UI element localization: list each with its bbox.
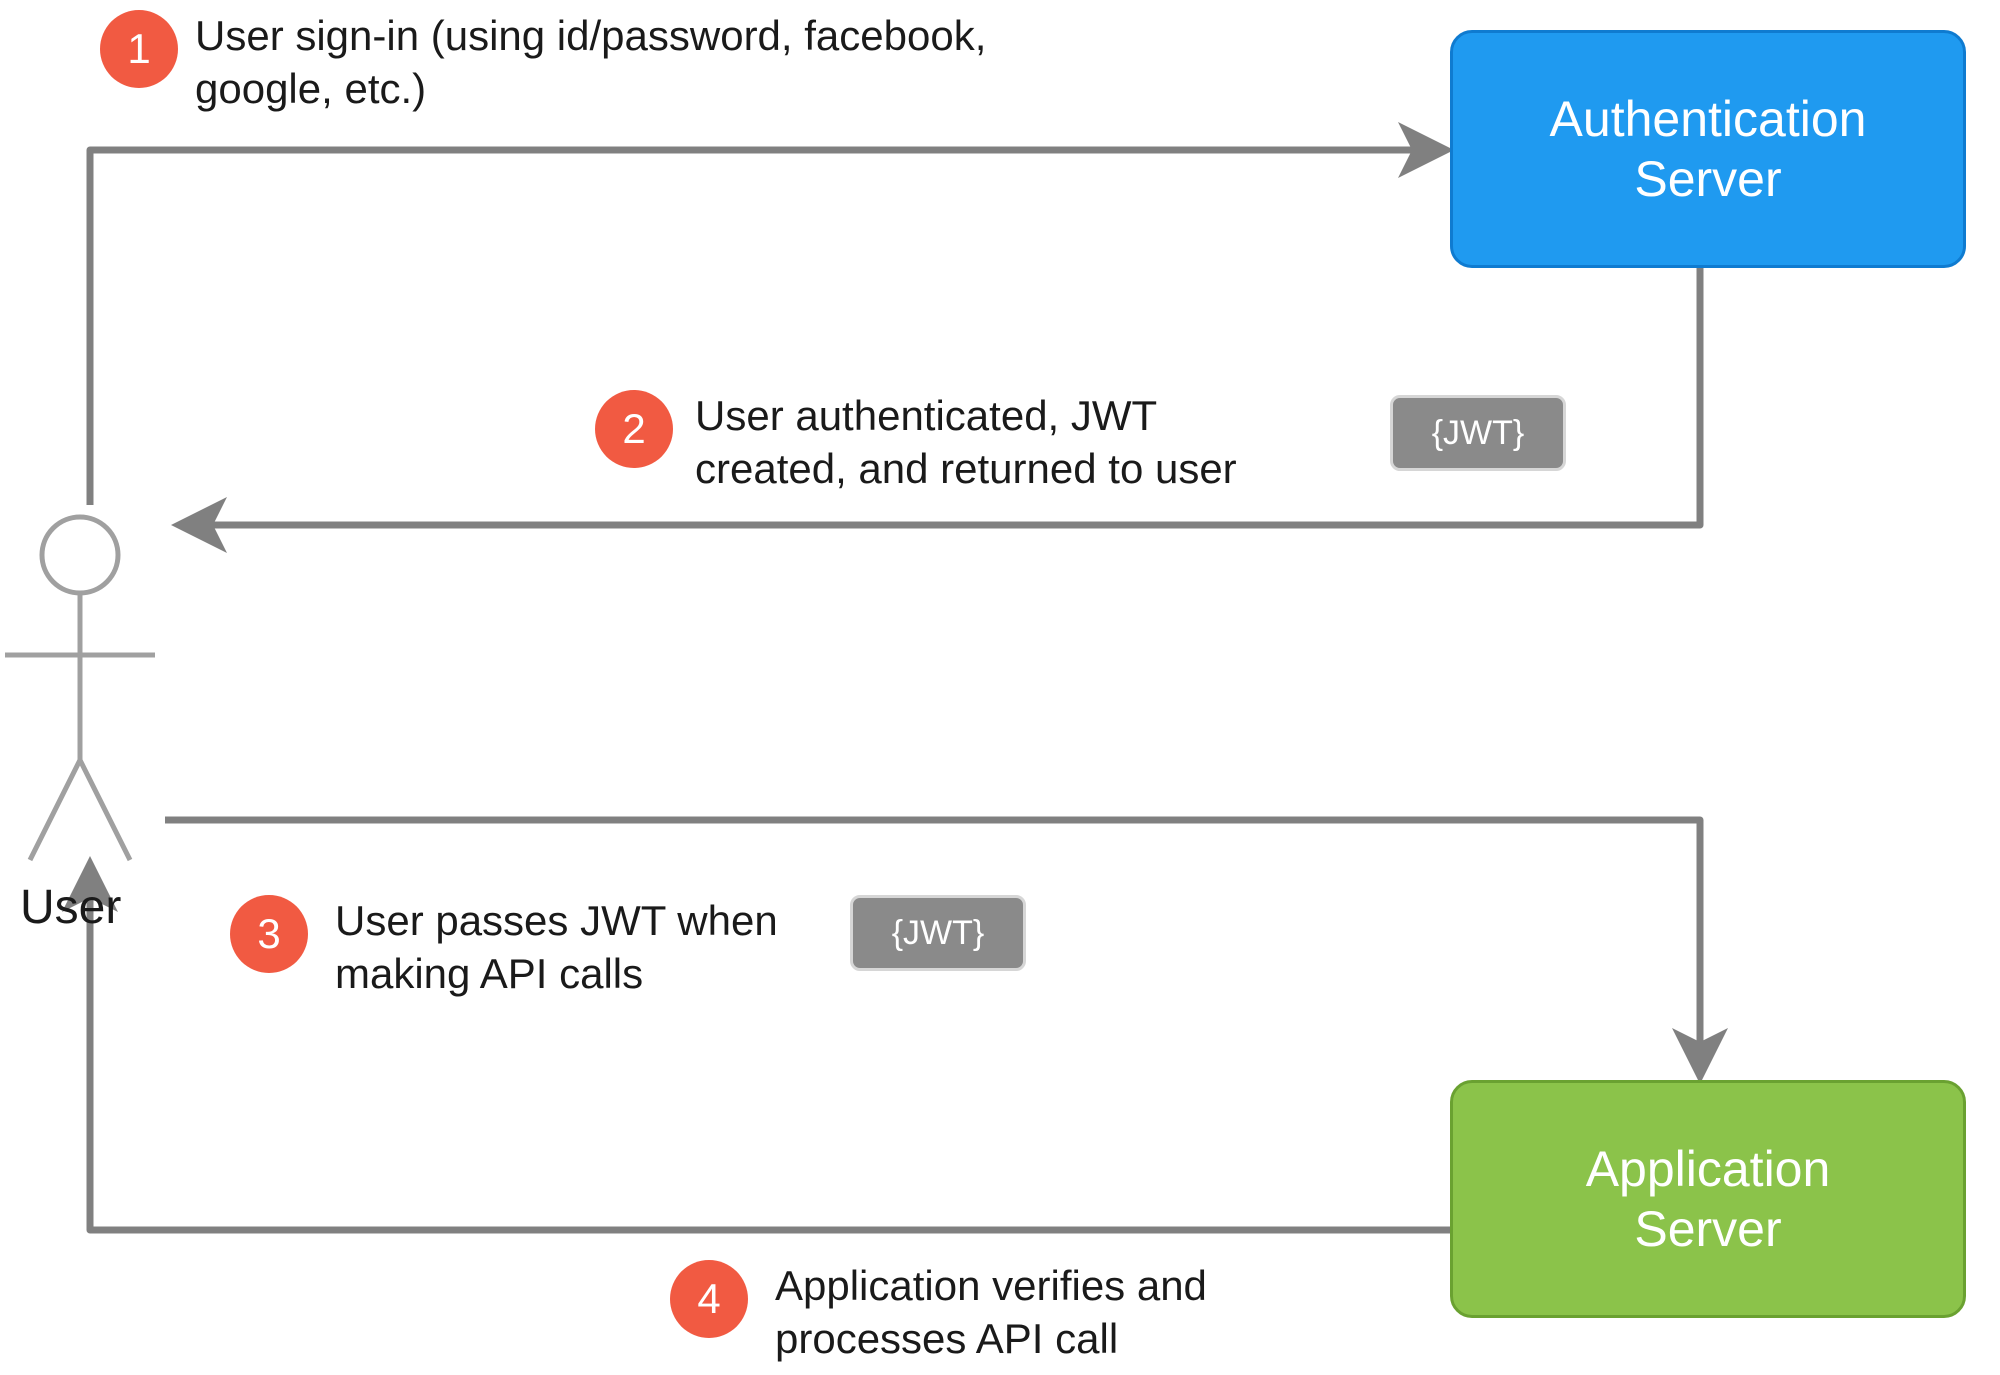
step-number: 1 bbox=[127, 25, 150, 73]
jwt-token-badge: {JWT} bbox=[1390, 395, 1566, 471]
step-text-4: Application verifies and processes API c… bbox=[775, 1260, 1335, 1365]
step-badge-3: 3 bbox=[230, 895, 308, 973]
user-label: User bbox=[20, 880, 121, 935]
authentication-server-box: AuthenticationServer bbox=[1450, 30, 1966, 268]
jwt-token-label: {JWT} bbox=[892, 914, 985, 953]
step-badge-1: 1 bbox=[100, 10, 178, 88]
step-text-2: User authenticated, JWT created, and ret… bbox=[695, 390, 1295, 495]
step-badge-4: 4 bbox=[670, 1260, 748, 1338]
application-server-label: ApplicationServer bbox=[1586, 1139, 1831, 1259]
step-number: 3 bbox=[257, 910, 280, 958]
step-text-1: User sign-in (using id/password, faceboo… bbox=[195, 10, 995, 115]
jwt-token-label: {JWT} bbox=[1432, 414, 1525, 453]
user-icon bbox=[5, 517, 155, 860]
diagram-stage: AuthenticationServer ApplicationServer {… bbox=[0, 0, 2000, 1375]
step-badge-2: 2 bbox=[595, 390, 673, 468]
step-number: 4 bbox=[697, 1275, 720, 1323]
step-number: 2 bbox=[622, 405, 645, 453]
application-server-box: ApplicationServer bbox=[1450, 1080, 1966, 1318]
authentication-server-label: AuthenticationServer bbox=[1550, 89, 1867, 209]
step-text-3: User passes JWT when making API calls bbox=[335, 895, 835, 1000]
jwt-token-badge: {JWT} bbox=[850, 895, 1026, 971]
